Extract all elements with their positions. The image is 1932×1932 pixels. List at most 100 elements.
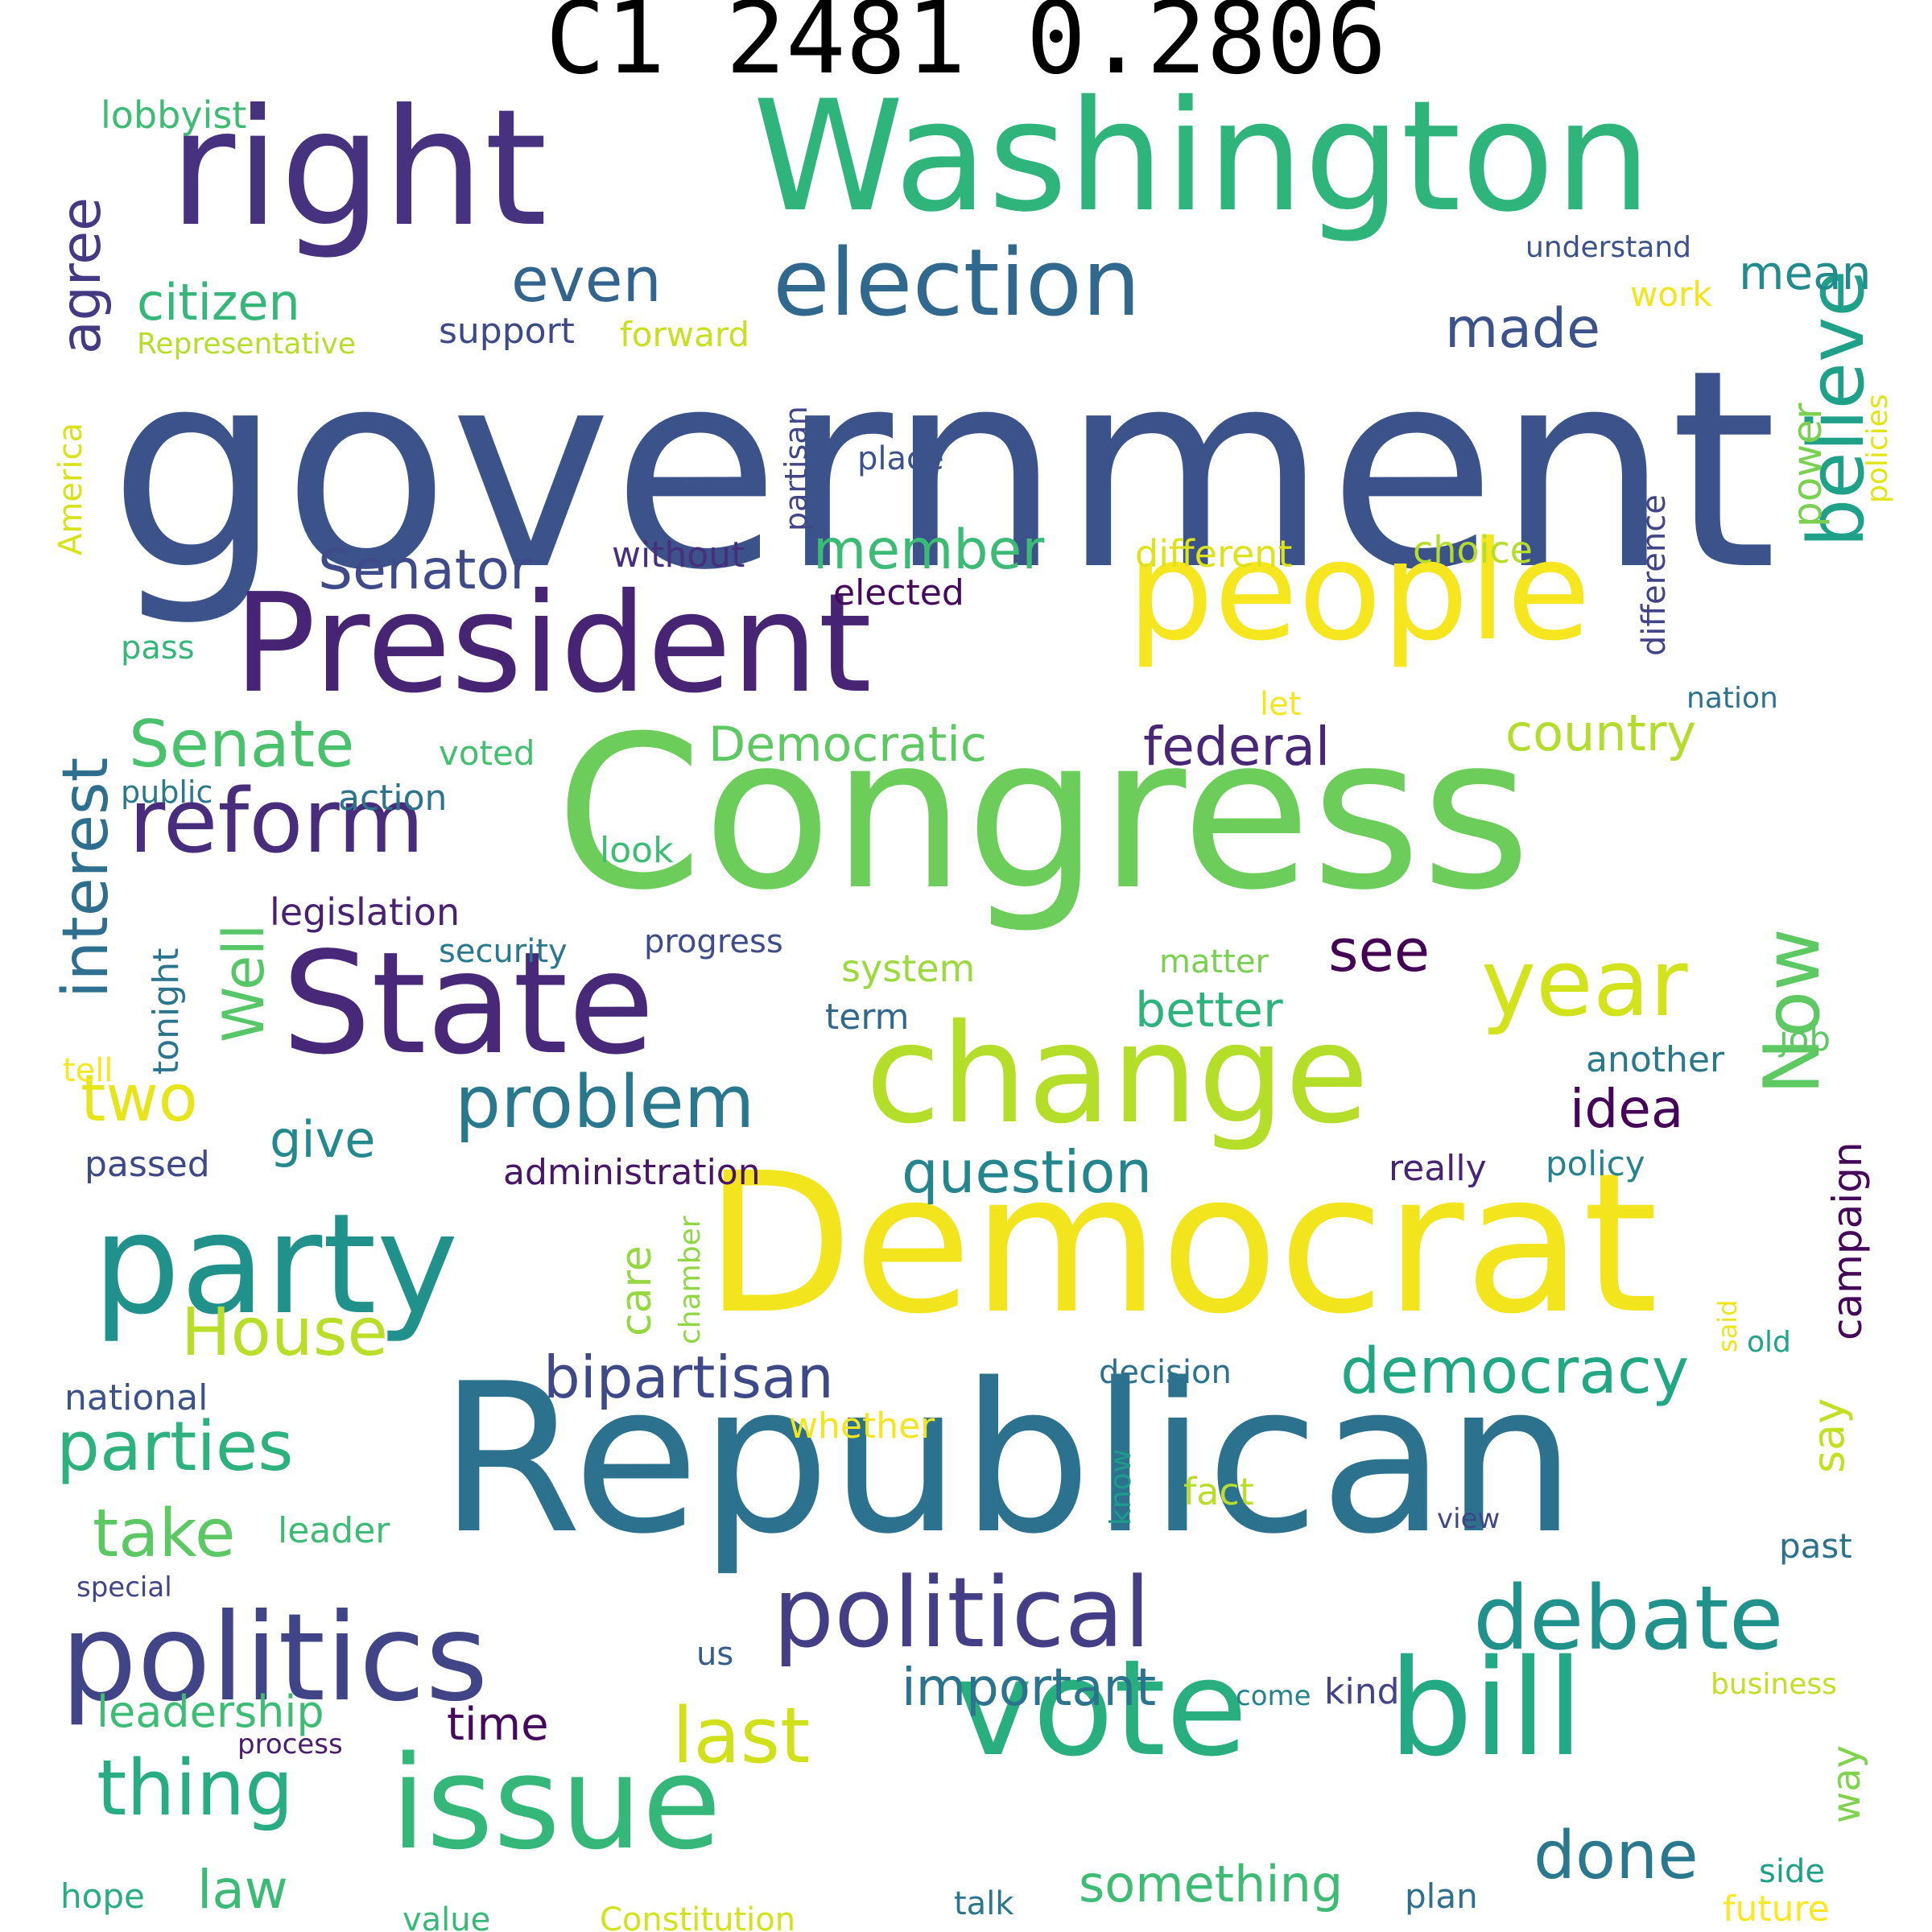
cloud-word: future bbox=[1723, 1889, 1830, 1930]
cloud-word: law bbox=[197, 1859, 288, 1921]
cloud-word: President bbox=[233, 564, 872, 724]
cloud-word: State bbox=[282, 923, 655, 1086]
cloud-word: system bbox=[841, 947, 976, 990]
cloud-word: power bbox=[1784, 402, 1831, 527]
cloud-word: Representative bbox=[137, 328, 357, 361]
cloud-word: understand bbox=[1525, 231, 1692, 264]
figure-title: C1 2481 0.2806 bbox=[545, 0, 1387, 97]
cloud-word: tonight bbox=[146, 947, 187, 1075]
cloud-word: leader bbox=[278, 1510, 390, 1551]
cloud-word: way bbox=[1824, 1744, 1869, 1823]
cloud-word: kind bbox=[1324, 1671, 1400, 1712]
cloud-word: come bbox=[1236, 1680, 1311, 1712]
cloud-word: bipartisan bbox=[543, 1344, 834, 1411]
cloud-word: debate bbox=[1473, 1567, 1784, 1670]
cloud-word: special bbox=[76, 1571, 172, 1604]
cloud-word: country bbox=[1505, 704, 1697, 762]
cloud-word: old bbox=[1747, 1326, 1791, 1359]
cloud-word: leadership bbox=[97, 1686, 324, 1737]
cloud-word: Republican bbox=[439, 1340, 1577, 1579]
cloud-word: member bbox=[813, 518, 1045, 582]
cloud-word: say bbox=[1803, 1397, 1854, 1473]
cloud-word: side bbox=[1759, 1853, 1825, 1890]
cloud-word: place bbox=[857, 440, 944, 477]
cloud-word: pass bbox=[121, 630, 195, 667]
cloud-word: campaign bbox=[1824, 1141, 1871, 1340]
cloud-word: policy bbox=[1546, 1144, 1645, 1183]
cloud-word: plan bbox=[1405, 1876, 1478, 1916]
cloud-word: value bbox=[402, 1901, 491, 1932]
cloud-word: take bbox=[93, 1496, 236, 1572]
cloud-word: let bbox=[1260, 686, 1302, 723]
cloud-word: mean bbox=[1739, 246, 1872, 300]
cloud-word: agree bbox=[50, 197, 114, 354]
cloud-word: different bbox=[1135, 532, 1293, 576]
cloud-word: really bbox=[1389, 1148, 1487, 1189]
cloud-word: interest bbox=[50, 757, 122, 998]
cloud-word: change bbox=[865, 995, 1369, 1154]
cloud-word: House bbox=[181, 1294, 388, 1371]
cloud-word: another bbox=[1586, 1039, 1725, 1080]
cloud-word: time bbox=[447, 1699, 549, 1751]
cloud-word: Well bbox=[211, 923, 277, 1042]
cloud-word: Democrat bbox=[704, 1131, 1658, 1356]
cloud-word: idea bbox=[1570, 1078, 1684, 1140]
cloud-word: fact bbox=[1183, 1470, 1254, 1513]
cloud-word: party bbox=[93, 1183, 459, 1345]
cloud-word: voted bbox=[439, 733, 535, 773]
cloud-word: question bbox=[902, 1138, 1153, 1206]
cloud-word: view bbox=[1437, 1503, 1501, 1535]
cloud-word: tell bbox=[63, 1052, 114, 1089]
cloud-word: citizen bbox=[137, 273, 300, 332]
cloud-word: business bbox=[1711, 1668, 1837, 1701]
cloud-word: even bbox=[511, 244, 662, 316]
cloud-word: said bbox=[1712, 1299, 1743, 1352]
cloud-word: see bbox=[1328, 917, 1430, 985]
cloud-word: give bbox=[270, 1110, 376, 1169]
cloud-word: federal bbox=[1143, 716, 1331, 778]
cloud-word: progress bbox=[644, 923, 783, 960]
cloud-word: last bbox=[672, 1692, 811, 1781]
cloud-word: Congress bbox=[555, 691, 1531, 936]
cloud-word: administration bbox=[503, 1152, 761, 1193]
cloud-word: care bbox=[613, 1245, 661, 1336]
cloud-word: Washington bbox=[753, 68, 1652, 246]
cloud-word: us bbox=[696, 1636, 734, 1673]
cloud-word: difference bbox=[1636, 494, 1673, 656]
cloud-word: talk bbox=[954, 1885, 1014, 1922]
cloud-word: job bbox=[1779, 1019, 1831, 1059]
cloud-word: year bbox=[1481, 930, 1688, 1038]
cloud-word: Constitution bbox=[600, 1901, 796, 1932]
cloud-word: people bbox=[1127, 512, 1591, 671]
cloud-word: parties bbox=[56, 1407, 294, 1487]
cloud-word: political bbox=[773, 1558, 1151, 1670]
cloud-word: policies bbox=[1861, 394, 1894, 503]
cloud-word: politics bbox=[60, 1588, 489, 1728]
cloud-word: know bbox=[1104, 1448, 1137, 1525]
cloud-word: partisan bbox=[778, 406, 814, 531]
cloud-word: government bbox=[109, 312, 1777, 630]
cloud-word: elected bbox=[833, 572, 964, 613]
cloud-word: national bbox=[64, 1377, 208, 1418]
cloud-word: problem bbox=[455, 1060, 755, 1145]
cloud-word: decision bbox=[1099, 1354, 1232, 1391]
cloud-word: important bbox=[902, 1658, 1157, 1718]
cloud-word: better bbox=[1135, 982, 1283, 1038]
cloud-word: right bbox=[169, 75, 547, 262]
cloud-word: bill bbox=[1389, 1631, 1584, 1785]
cloud-word: legislation bbox=[270, 890, 460, 934]
cloud-word: election bbox=[773, 229, 1141, 337]
cloud-word: matter bbox=[1159, 943, 1269, 980]
cloud-word: nation bbox=[1686, 682, 1778, 715]
cloud-word: made bbox=[1445, 297, 1600, 361]
cloud-word: forward bbox=[620, 315, 750, 354]
cloud-word: work bbox=[1630, 275, 1712, 314]
cloud-word: term bbox=[825, 997, 910, 1038]
cloud-word: America bbox=[52, 423, 89, 555]
cloud-word: hope bbox=[60, 1876, 145, 1916]
cloud-word: Senator bbox=[318, 539, 532, 602]
cloud-word: two bbox=[80, 1061, 198, 1136]
cloud-word: vote bbox=[954, 1631, 1248, 1785]
cloud-word: Now bbox=[1748, 928, 1837, 1095]
